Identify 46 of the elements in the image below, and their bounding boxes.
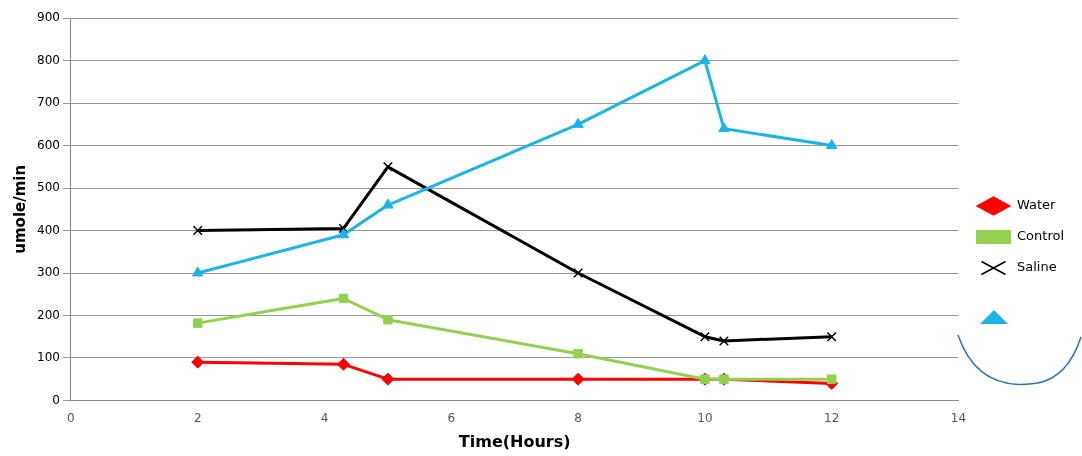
y-axis-title: umole/min <box>10 164 29 254</box>
point <box>699 331 710 342</box>
point <box>718 335 729 346</box>
point <box>826 331 837 342</box>
point <box>191 355 205 369</box>
y-tick-label: 0 <box>52 392 60 407</box>
point <box>338 223 349 234</box>
x-tick-label: 0 <box>67 410 75 425</box>
x-tick-label: 6 <box>447 410 456 425</box>
point <box>337 228 350 239</box>
y-tick-label: 700 <box>37 95 60 110</box>
y-tick-label: 900 <box>37 10 60 25</box>
point <box>192 225 203 236</box>
x-tick-label: 12 <box>824 410 840 425</box>
y-tick-label: 400 <box>37 222 60 237</box>
y-tick-label: 800 <box>37 52 60 67</box>
point <box>192 318 203 328</box>
y-tick-label: 600 <box>37 137 60 152</box>
x-tick-label: 10 <box>697 410 713 425</box>
y-tick-label: 300 <box>37 265 60 280</box>
y-tick-label: 500 <box>37 180 60 195</box>
point <box>573 348 583 359</box>
x-axis-title: Time(Hours) <box>458 431 571 451</box>
y-tick-label: 200 <box>37 307 60 322</box>
point <box>382 161 393 172</box>
legend-label: Water <box>1017 197 1057 213</box>
point <box>381 372 395 386</box>
point <box>826 374 837 384</box>
point <box>338 293 349 304</box>
point <box>699 54 711 65</box>
point <box>718 122 730 133</box>
x-tick-label: 2 <box>193 410 202 425</box>
point <box>382 198 394 209</box>
point <box>572 117 584 128</box>
point <box>192 266 204 277</box>
x-tick-label: 14 <box>950 410 967 425</box>
point <box>383 314 393 325</box>
x-tick-label: 4 <box>320 410 329 425</box>
point <box>573 268 584 278</box>
point <box>826 139 838 150</box>
legend-label: Control <box>1017 228 1065 244</box>
y-tick-label: 100 <box>37 350 60 365</box>
point <box>571 372 585 386</box>
point <box>337 357 351 371</box>
legend-label: Saline <box>1017 259 1057 275</box>
x-tick-label: 8 <box>574 410 582 425</box>
